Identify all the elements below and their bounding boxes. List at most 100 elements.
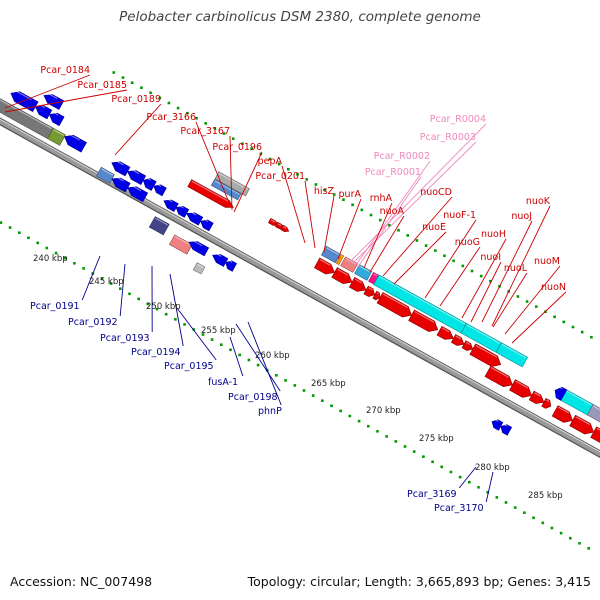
forward-gene-5-highlight bbox=[283, 226, 287, 229]
tick-dot bbox=[532, 516, 535, 520]
reverse-gene-7-highlight bbox=[114, 159, 124, 166]
tick-dot bbox=[121, 76, 125, 79]
leader-nuocd bbox=[382, 196, 453, 277]
tick-dot bbox=[192, 328, 196, 331]
tick-dot bbox=[569, 536, 572, 540]
tick-dot bbox=[167, 101, 171, 105]
forward-gene-27 bbox=[509, 379, 533, 398]
map-title: Pelobacter carbinolicus DSM 2380, comple… bbox=[119, 9, 481, 25]
forward-gene-20-highlight bbox=[382, 293, 408, 309]
reverse-gene-9 bbox=[142, 178, 157, 191]
reverse-gene-25-highlight bbox=[502, 423, 508, 427]
leader-pcar_3166 bbox=[195, 121, 231, 206]
forward-gene-22 bbox=[436, 325, 454, 340]
leader-pepa bbox=[281, 165, 306, 244]
reverse-gene-6 bbox=[64, 134, 87, 153]
tick-dot bbox=[287, 167, 290, 171]
label-nuon: nuoN bbox=[541, 282, 566, 293]
tick-dot bbox=[293, 384, 297, 387]
tick-dot bbox=[229, 348, 232, 352]
genome-backbone bbox=[0, 117, 600, 459]
label-nuocd: nuoCD bbox=[420, 187, 452, 198]
reverse-gene-2 bbox=[34, 105, 53, 120]
tick-dot bbox=[369, 213, 373, 217]
tick-dot bbox=[256, 363, 260, 367]
forward-gene-31-highlight bbox=[558, 386, 563, 390]
leader-pcar_0185 bbox=[4, 89, 128, 113]
reverse-gene-13 bbox=[127, 186, 149, 203]
scale-tick-1: 245 kbp bbox=[89, 277, 124, 287]
reverse-gene-1-highlight bbox=[13, 89, 32, 101]
forward-gene-17-highlight bbox=[466, 324, 501, 344]
tick-dot bbox=[174, 318, 177, 321]
label-nuoa: nuoA bbox=[380, 206, 405, 217]
tick-dot bbox=[397, 229, 400, 232]
forward-gene-25-highlight bbox=[475, 344, 498, 358]
tick-dot bbox=[195, 117, 198, 120]
label-nuoi: nuoI bbox=[480, 252, 501, 263]
reverse-gene-20-highlight bbox=[191, 239, 203, 247]
tick-dot bbox=[477, 486, 480, 489]
tick-dot bbox=[220, 343, 223, 346]
tick-dot bbox=[470, 269, 474, 273]
label-pura: purA bbox=[339, 189, 362, 200]
tick-dot bbox=[109, 282, 113, 285]
label-hisz: hisZ bbox=[314, 186, 335, 197]
tick-dot bbox=[119, 287, 122, 290]
label-pcar_0194: Pcar_0194 bbox=[131, 347, 181, 358]
forward-gene-0 bbox=[214, 171, 250, 197]
tick-dot bbox=[562, 320, 566, 324]
tick-dot bbox=[587, 547, 590, 550]
tick-dot bbox=[378, 218, 382, 222]
label-pcar_3170: Pcar_3170 bbox=[434, 503, 484, 514]
forward-gene-25 bbox=[469, 343, 502, 367]
forward-gene-18 bbox=[495, 342, 529, 368]
leader-pura bbox=[337, 198, 362, 260]
forward-gene-1 bbox=[210, 178, 242, 201]
tick-dot bbox=[100, 277, 104, 280]
label-pcar_r0003: Pcar_R0003 bbox=[420, 132, 476, 143]
reverse-gene-8-highlight bbox=[129, 168, 140, 175]
leader-pcar_0195 bbox=[176, 307, 217, 361]
forward-gene-34-highlight bbox=[575, 416, 591, 426]
tick-dot bbox=[449, 470, 453, 474]
forward-gene-30-highlight bbox=[563, 388, 592, 406]
label-pcar_3167: Pcar_3167 bbox=[180, 126, 230, 137]
label-pcar_0201: Pcar_0201 bbox=[255, 171, 305, 182]
leader-nuoe bbox=[393, 231, 447, 285]
tick-dot bbox=[495, 496, 499, 499]
forward-gene-22-highlight bbox=[441, 327, 450, 333]
tick-dot bbox=[183, 323, 186, 326]
reverse-gene-12-highlight bbox=[114, 175, 124, 182]
label-nuoe: nuoE bbox=[422, 222, 446, 233]
tick-dot bbox=[339, 409, 342, 413]
tick-dot bbox=[479, 274, 483, 278]
tick-dot bbox=[434, 249, 437, 252]
tick-dot bbox=[210, 338, 214, 341]
reverse-gene-8 bbox=[127, 170, 147, 186]
forward-gene-23-highlight bbox=[455, 335, 462, 340]
scale-tick-labels: 240 kbp 245 kbp 250 kbp 255 kbp 260 kbp 265 k… bbox=[33, 254, 563, 501]
reverse-gene-10-highlight bbox=[155, 183, 162, 187]
leader-nuol bbox=[492, 272, 528, 328]
forward-gene-14-highlight bbox=[368, 287, 373, 291]
tick-dot bbox=[140, 86, 143, 89]
reverse-gene-22 bbox=[212, 254, 229, 267]
forward-gene-11 bbox=[313, 257, 335, 275]
leader-phnp bbox=[247, 321, 282, 406]
forward-gene-15 bbox=[372, 290, 381, 301]
scale-tick-5: 265 kbp bbox=[311, 379, 346, 389]
tick-dot bbox=[525, 300, 529, 303]
tick-dot bbox=[332, 193, 336, 196]
label-nuom: nuoM bbox=[534, 256, 560, 267]
reverse-gene-15 bbox=[175, 205, 190, 218]
tick-dot bbox=[468, 480, 471, 484]
forward-gene-2 bbox=[187, 179, 234, 208]
tick-dot bbox=[458, 475, 462, 479]
reverse-gene-23-highlight bbox=[227, 259, 233, 263]
tick-dot bbox=[155, 307, 159, 311]
tick-dot bbox=[112, 71, 116, 74]
reverse-gene-7 bbox=[111, 161, 131, 177]
tick-dot bbox=[241, 142, 244, 145]
tick-dot bbox=[296, 173, 299, 176]
